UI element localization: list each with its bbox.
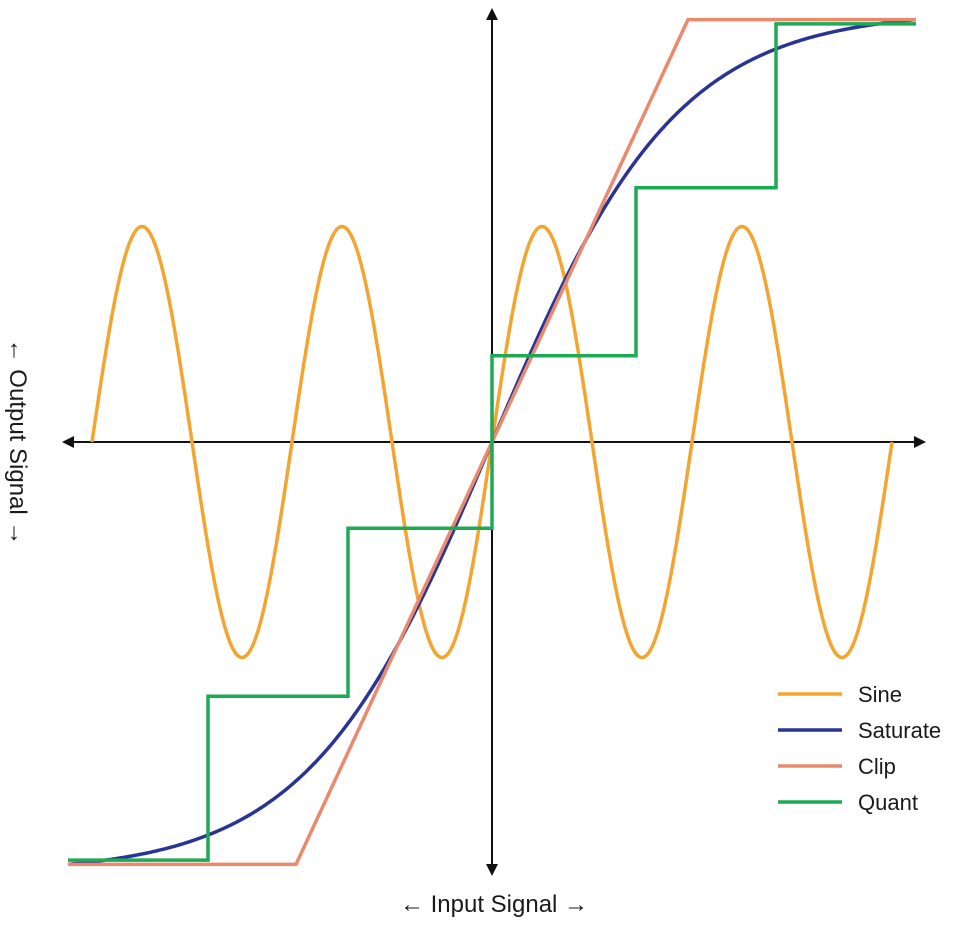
legend-label-sine: Sine (858, 682, 902, 707)
legend: Sine Saturate Clip Quant (778, 682, 941, 815)
series-line-quant (68, 22, 916, 862)
x-axis-arrow-left (62, 436, 74, 448)
legend-label-saturate: Saturate (858, 718, 941, 743)
x-axis-title: ← Input Signal → (400, 891, 588, 918)
y-axis-title: ← Output Signal → (4, 339, 31, 546)
x-axis-arrow-right (914, 436, 926, 448)
series-layer (67, 17, 917, 867)
legend-label-quant: Quant (858, 790, 918, 815)
y-axis-arrow-bottom (486, 864, 498, 876)
legend-label-clip: Clip (858, 754, 896, 779)
y-axis-arrow-top (486, 8, 498, 20)
